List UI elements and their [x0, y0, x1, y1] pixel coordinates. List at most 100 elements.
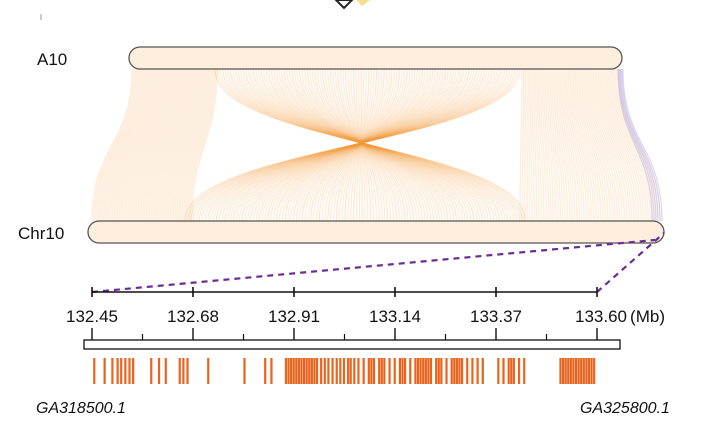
synteny-link: [258, 68, 454, 222]
synteny-link: [327, 68, 393, 222]
gene-mark: [476, 358, 479, 384]
synteny-link: [104, 68, 145, 222]
gene-mark: [419, 358, 422, 384]
synteny-link: [574, 68, 597, 222]
synteny-link: [257, 68, 478, 222]
gene-mark: [502, 358, 505, 384]
synteny-link: [339, 68, 386, 222]
synteny-link: [519, 68, 523, 222]
scale-tick-label: 132.91: [268, 307, 320, 326]
synteny-link: [204, 68, 503, 222]
synteny-link: [143, 68, 178, 222]
zoom-line-left: [91, 238, 656, 294]
gene-mark: [593, 358, 596, 384]
synteny-link: [227, 68, 483, 222]
synteny-link: [529, 68, 533, 222]
synteny-link: [245, 68, 492, 222]
synteny-link: [586, 68, 614, 222]
gene-marks: [93, 358, 596, 384]
gene-mark: [128, 358, 131, 384]
synteny-link: [345, 68, 380, 222]
synteny-link: [238, 68, 472, 222]
synteny-link: [332, 68, 388, 222]
synteny-link: [137, 68, 172, 222]
synteny-link: [360, 68, 363, 222]
synteny-link: [101, 68, 142, 222]
synteny-link: [116, 68, 155, 222]
synteny-link: [247, 68, 465, 222]
synteny-link: [615, 68, 656, 222]
synteny-link: [319, 68, 409, 222]
synteny-link: [312, 68, 406, 222]
synteny-link: [128, 68, 165, 222]
gene-mark: [292, 358, 295, 384]
gene-mark: [388, 358, 391, 384]
gene-mark: [510, 358, 513, 384]
synteny-link: [552, 68, 566, 222]
gene-mark: [339, 358, 342, 384]
synteny-link: [247, 68, 489, 222]
synteny-link: [216, 68, 523, 222]
synteny-link: [602, 68, 637, 222]
gene-mark: [564, 358, 567, 384]
scale-axis: 132.45 132.68 132.91 133.14 133.37 133.60: [66, 287, 627, 340]
synteny-link: [147, 68, 181, 222]
synteny-link: [165, 68, 197, 222]
gene-mark: [507, 358, 510, 384]
synteny-link: [293, 68, 438, 222]
synteny-link: [179, 68, 208, 222]
synteny-link: [99, 68, 140, 222]
synteny-link: [286, 68, 446, 222]
gene-mark: [569, 358, 572, 384]
gene-mark: [455, 358, 458, 384]
gene-mark: [512, 358, 515, 384]
synteny-link: [544, 68, 554, 222]
gene-mark: [409, 358, 412, 384]
synteny-link: [334, 68, 392, 222]
gene-mark: [164, 358, 167, 384]
synteny-link: [170, 68, 201, 222]
synteny-link: [240, 68, 498, 222]
synteny-link: [267, 68, 447, 222]
gene-mark: [435, 358, 438, 384]
gene-mark: [523, 358, 526, 384]
gene-mark: [178, 358, 181, 384]
synteny-link: [275, 68, 458, 222]
synteny-link: [157, 68, 189, 222]
synteny-link: [344, 68, 378, 222]
synteny-link: [106, 68, 146, 222]
gene-mark: [310, 358, 313, 384]
synteny-link: [521, 68, 525, 222]
synteny-link: [609, 68, 647, 222]
synteny-links: [91, 68, 663, 222]
synteny-link: [316, 68, 412, 222]
zoom-line-right: [596, 232, 665, 293]
gene-mark: [207, 358, 210, 384]
synteny-link: [288, 68, 443, 222]
synteny-link: [131, 68, 168, 222]
synteny-link: [314, 68, 415, 222]
synteny-link: [347, 68, 378, 222]
synteny-link: [164, 68, 195, 222]
synteny-link: [327, 68, 400, 222]
synteny-link: [321, 68, 398, 222]
synteny-link: [298, 68, 432, 222]
synteny-link: [610, 68, 649, 222]
gene-mark: [429, 358, 433, 384]
synteny-link: [597, 68, 630, 222]
gene-mark: [297, 358, 300, 384]
synteny-link: [599, 68, 633, 222]
synteny-link: [298, 68, 419, 222]
synteny-link: [341, 68, 380, 222]
gene-mark: [323, 358, 326, 384]
scale-tick-label: 132.45: [66, 307, 118, 326]
synteny-link: [219, 68, 520, 222]
gene-mark: [372, 358, 376, 384]
synteny-link: [181, 68, 210, 222]
synteny-link: [547, 68, 559, 222]
synteny-link: [587, 68, 616, 222]
synteny-link: [290, 68, 426, 222]
scale-tick-label: 133.14: [369, 307, 421, 326]
synteny-link: [244, 68, 467, 222]
synteny-link: [358, 68, 365, 222]
